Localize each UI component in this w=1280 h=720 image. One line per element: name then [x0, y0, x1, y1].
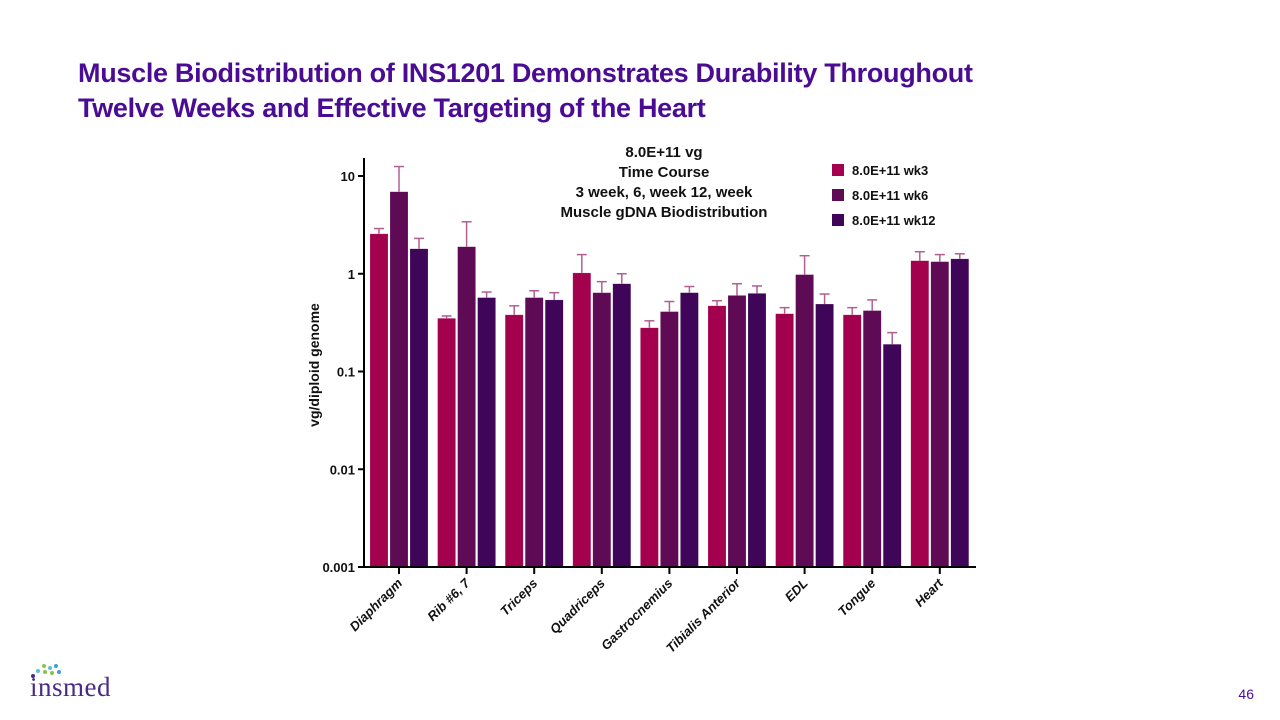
logo-text: insmed	[30, 672, 111, 702]
x-tick-label: Heart	[912, 575, 947, 610]
bar	[369, 233, 389, 568]
bar	[795, 274, 814, 568]
x-tick-label: Diaphragm	[346, 575, 405, 634]
bar	[409, 248, 429, 568]
chart-title-line-4: Muscle gDNA Biodistribution	[561, 204, 768, 221]
legend-swatch	[832, 189, 844, 201]
y-tick-label: 0.01	[330, 462, 355, 477]
bar	[389, 191, 409, 568]
bar	[640, 327, 659, 568]
y-ticks: 10 1 0.1 0.01 0.001	[322, 169, 364, 575]
chart-title-line-1: 8.0E+11 vg	[625, 144, 702, 161]
bar	[660, 311, 679, 568]
bar	[950, 258, 970, 568]
y-tick-label: 10	[341, 169, 355, 184]
x-tick-label: Quadriceps	[547, 576, 608, 637]
bar	[524, 297, 544, 568]
legend-swatch	[832, 164, 844, 176]
bar	[727, 295, 747, 568]
y-tick-label: 1	[348, 267, 355, 282]
legend: 8.0E+11 wk3 8.0E+11 wk6 8.0E+11 wk12	[832, 163, 936, 228]
chart-title-line-3: 3 week, 6, week 12, week	[576, 184, 753, 201]
bar	[477, 297, 496, 568]
chart-title: 8.0E+11 vg Time Course 3 week, 6, week 1…	[561, 144, 768, 221]
bar	[707, 305, 727, 568]
bar	[747, 293, 767, 568]
slide-title-line-2: Twelve Weeks and Effective Targeting of …	[78, 93, 706, 123]
bar	[592, 292, 612, 568]
x-tick-label: EDL	[782, 575, 811, 604]
y-axis-label: vg/diploid genome	[306, 303, 322, 427]
legend-label: 8.0E+11 wk12	[852, 213, 936, 228]
x-tick-label: Gastrocnemius	[598, 576, 676, 654]
y-tick-label: 0.001	[322, 560, 355, 575]
x-tick-label: Rib #6, 7	[424, 575, 473, 624]
insmed-logo: insmed	[30, 664, 130, 704]
slide-title-line-1: Muscle Biodistribution of INS1201 Demons…	[78, 58, 973, 88]
bar	[572, 272, 592, 568]
bar	[910, 260, 930, 568]
bar	[882, 344, 902, 568]
bar	[612, 283, 632, 568]
bar	[815, 303, 834, 568]
x-tick-label: Triceps	[497, 576, 540, 619]
bar	[862, 310, 882, 568]
bars-layer	[369, 165, 970, 568]
y-tick-label: 0.1	[337, 365, 355, 380]
bar	[775, 313, 794, 568]
chart-title-line-2: Time Course	[619, 164, 710, 181]
bar	[842, 314, 862, 568]
x-ticks: Diaphragm Rib #6, 7 Triceps QuadricepsGastr…	[346, 567, 946, 656]
bar	[457, 246, 476, 568]
bar	[437, 318, 456, 568]
bar	[680, 292, 699, 568]
x-tick-label: Tibialis Anterior	[663, 575, 744, 656]
page-number: 46	[1238, 686, 1254, 702]
bar	[504, 314, 524, 568]
slide-title: Muscle Biodistribution of INS1201 Demons…	[78, 56, 973, 126]
legend-swatch	[832, 214, 844, 226]
legend-label: 8.0E+11 wk6	[852, 188, 928, 203]
bar	[930, 261, 950, 568]
bar	[544, 299, 564, 568]
x-tick-label: Tongue	[835, 576, 878, 619]
legend-label: 8.0E+11 wk3	[852, 163, 928, 178]
